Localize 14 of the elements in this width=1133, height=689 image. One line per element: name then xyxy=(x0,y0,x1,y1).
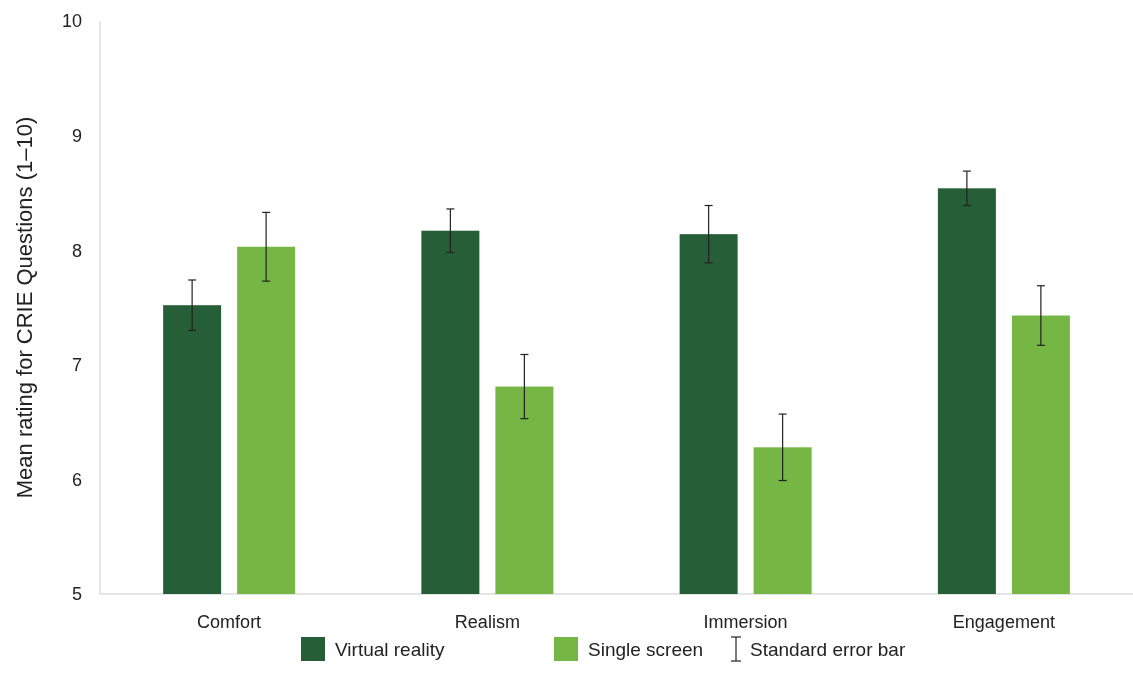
y-tick-label: 8 xyxy=(71,240,82,261)
y-tick-label: 9 xyxy=(71,125,82,146)
legend-label: Single screen xyxy=(588,638,704,660)
x-tick-label: Immersion xyxy=(703,612,788,632)
y-tick-label: 5 xyxy=(71,584,82,605)
y-tick-label: 7 xyxy=(71,355,82,376)
y-axis-title: Mean rating for CRIE Questions (1–10) xyxy=(12,116,37,499)
legend-label: Virtual reality xyxy=(335,638,445,660)
y-tick-label: 10 xyxy=(61,11,82,32)
x-tick-label: Engagement xyxy=(952,612,1055,632)
y-tick-label: 6 xyxy=(71,469,82,490)
x-tick-label: Realism xyxy=(454,612,520,632)
x-tick-label: Comfort xyxy=(197,612,262,632)
text: Standard error bar xyxy=(750,638,906,660)
